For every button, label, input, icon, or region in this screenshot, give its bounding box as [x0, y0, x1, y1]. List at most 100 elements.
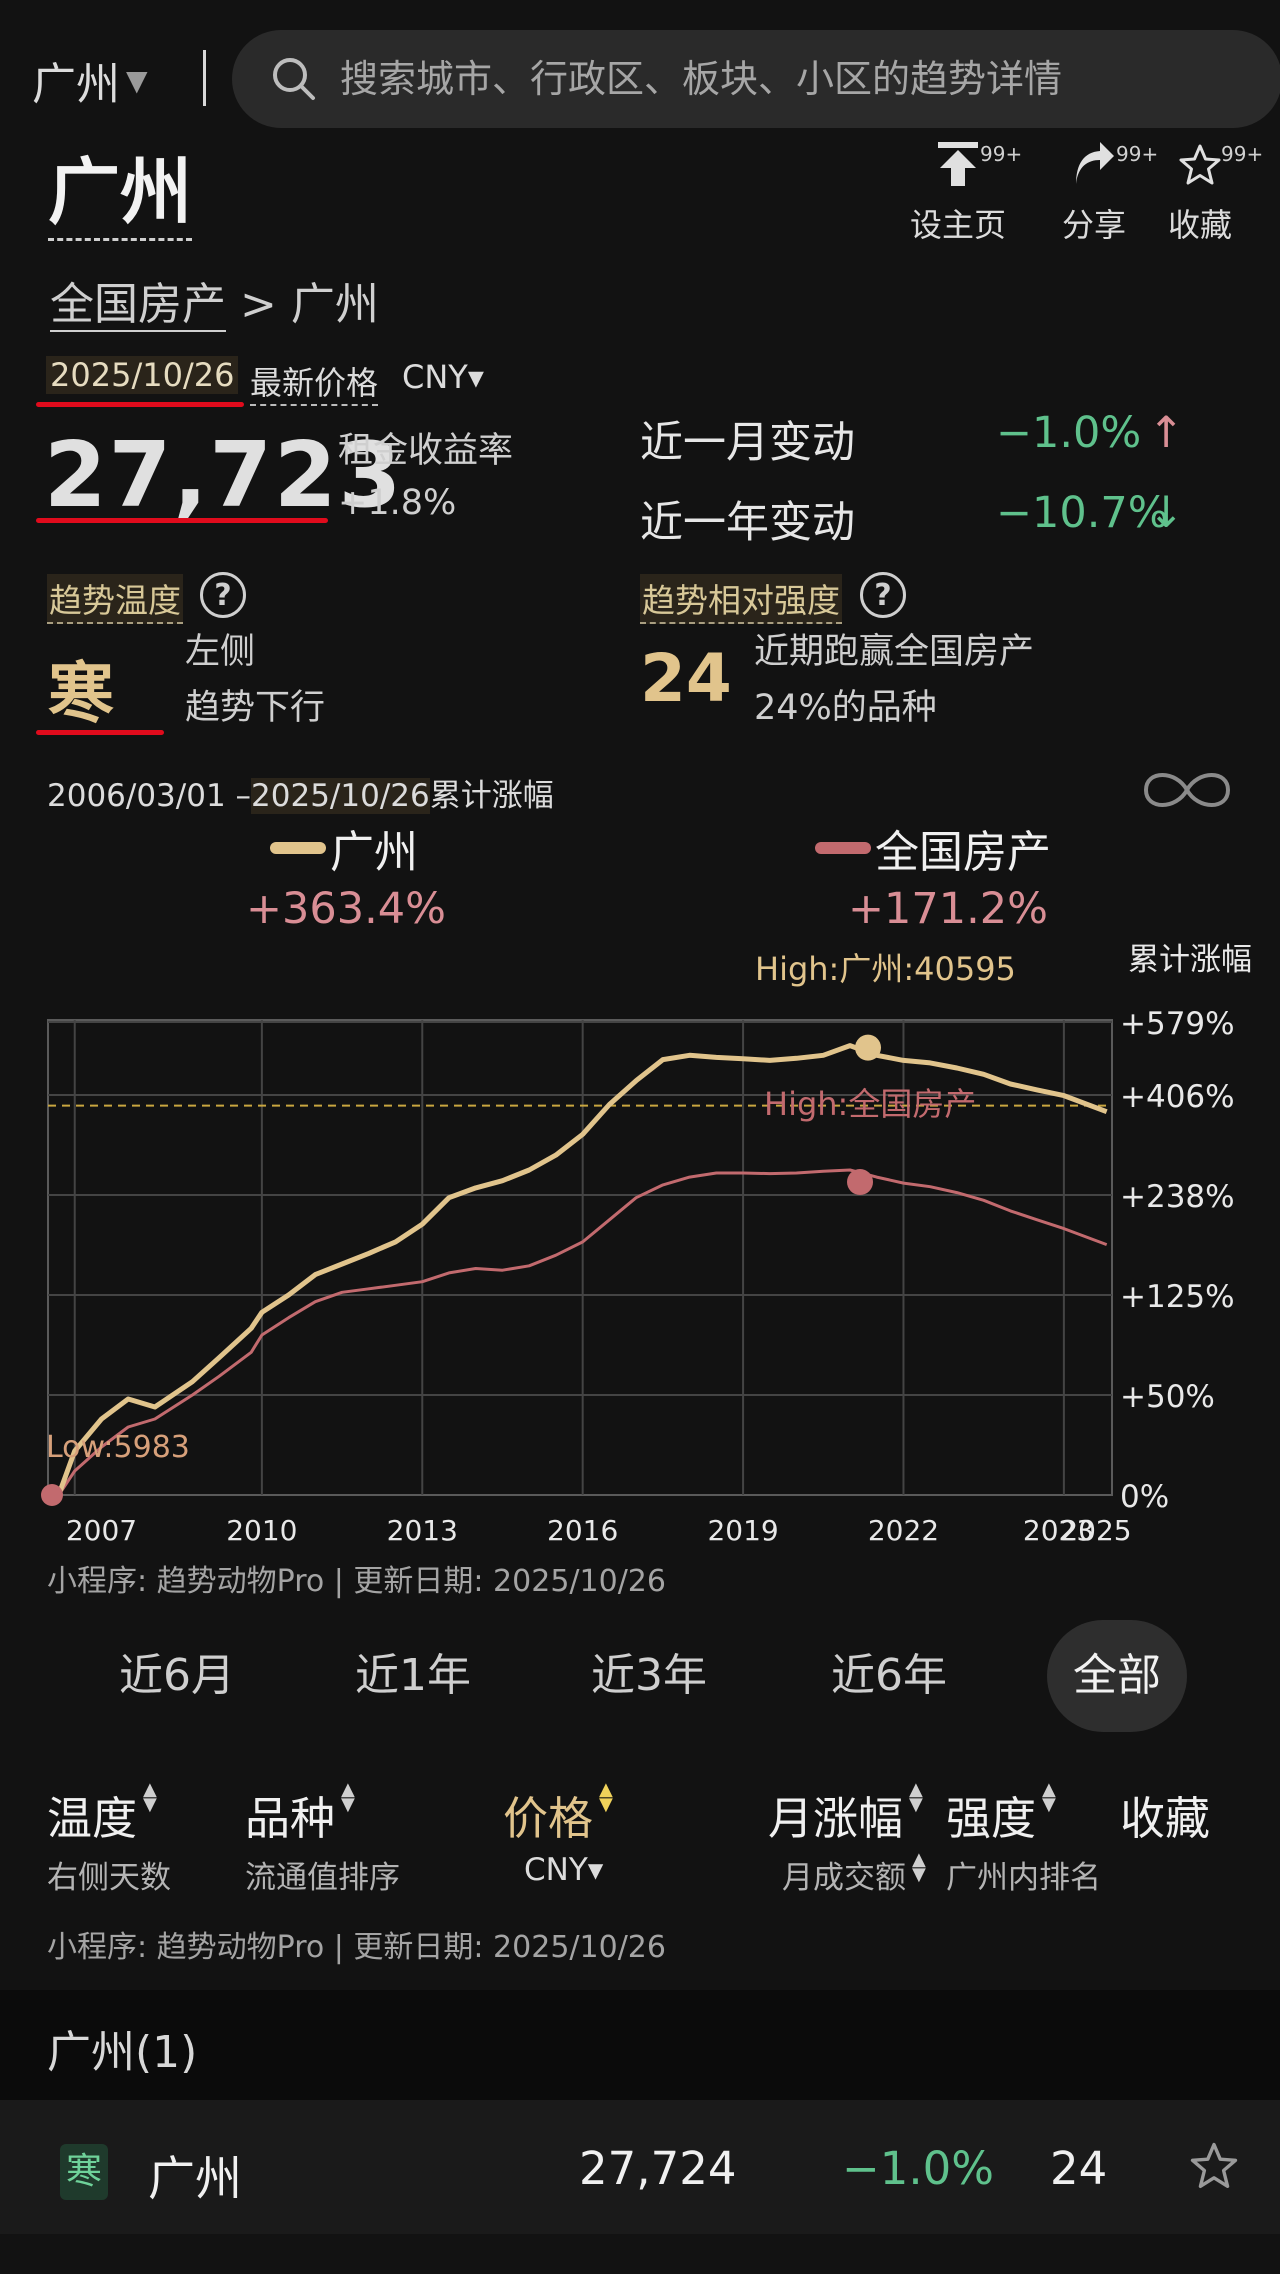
price-date: 2025/10/26 — [46, 356, 239, 394]
x-tick-label: 2007 — [66, 1514, 137, 1547]
high-marker-national — [847, 1169, 874, 1195]
row-price: 27,724 — [579, 2142, 737, 2195]
x-tick-label: 2019 — [707, 1514, 778, 1547]
table-footer-note: 小程序: 趋势动物Pro | 更新日期: 2025/10/26 — [47, 1930, 666, 1965]
legend-pct-guangzhou: +363.4% — [246, 884, 446, 934]
trend-strength-label: 趋势相对强度 — [640, 574, 842, 624]
cumulative-return-chart[interactable]: 0% +50% +125% +238% +406% +579% 累计涨幅 2007 2010 20… — [0, 940, 1280, 1560]
star-icon[interactable] — [1188, 2140, 1240, 2192]
table-row[interactable] — [0, 2100, 1280, 2234]
column-price-currency[interactable]: CNY▾ — [524, 1852, 604, 1888]
y-tick-label: +238% — [1120, 1179, 1235, 1215]
sort-icon: ▲ ▼ — [912, 1849, 926, 1885]
column-month-change-label: 月涨幅 — [768, 1792, 904, 1845]
sort-icon: ▲ ▼ — [909, 1779, 923, 1815]
caret-down-icon: ▼ — [126, 63, 148, 97]
legend-swatch-guangzhou — [270, 842, 326, 854]
trend-strength-desc: 近期跑赢全国房产 24%的品种 — [754, 624, 1034, 736]
month-change-label: 近一月变动 — [640, 418, 855, 468]
column-month-change-sub[interactable]: 月成交额▲ ▼ — [782, 1849, 926, 1897]
page-title: 广州 — [48, 150, 193, 241]
x-tick-label: 2016 — [547, 1514, 618, 1547]
set-home-button[interactable]: 99+ 设主页 — [910, 140, 1022, 246]
column-month-change[interactable]: 月涨幅▲ ▼ — [768, 1779, 923, 1847]
share-label: 分享 — [1062, 206, 1127, 244]
high-marker-guangzhou — [855, 1034, 882, 1061]
legend-guangzhou: 广州 — [270, 816, 418, 880]
column-kind-sub: 流通值排序 — [245, 1860, 400, 1896]
group-header — [0, 1990, 1280, 2100]
tab-6-months[interactable]: 近6月 — [119, 1650, 235, 1701]
up-arrow-icon: ↑ — [1148, 408, 1185, 458]
share-button[interactable]: 99+ 分享 — [1062, 140, 1158, 246]
column-strength[interactable]: 强度▲ ▼ — [946, 1781, 1056, 1847]
row-change: −1.0% — [842, 2142, 995, 2195]
tab-all[interactable]: 全部 — [1047, 1620, 1187, 1732]
breadcrumb-parent-link[interactable]: 全国房产 — [50, 279, 226, 332]
trend-temp-label: 趋势温度 — [47, 574, 183, 624]
year-change-label: 近一年变动 — [640, 498, 855, 548]
city-selector[interactable]: 广州 ▼ — [32, 48, 148, 112]
group-title[interactable]: 广州(1) — [47, 2027, 198, 2078]
legend-pct-national: +171.2% — [848, 884, 1048, 934]
trend-temp-desc-line1: 左侧 — [185, 632, 256, 672]
column-strength-sub: 广州内排名 — [946, 1860, 1101, 1896]
plot-frame — [47, 1019, 1113, 1496]
search-icon — [273, 58, 315, 100]
annotation-low: Low:5983 — [46, 1430, 190, 1465]
row-name[interactable]: 广州 — [148, 2152, 242, 2207]
favorite-button[interactable]: 99+ 收藏 — [1168, 140, 1263, 246]
series-line-guangzhou — [56, 1043, 1108, 1496]
rent-yield-value: +1.8% — [338, 483, 457, 523]
column-kind-label: 品种 — [245, 1792, 336, 1845]
y-tick-label: +50% — [1120, 1379, 1215, 1415]
search-input[interactable] — [340, 57, 1240, 101]
search-box[interactable] — [232, 30, 1280, 128]
trend-temp-desc-line2: 趋势下行 — [185, 688, 326, 728]
currency-selector[interactable]: CNY▾ — [402, 358, 484, 396]
column-price-label: 价格 — [503, 1792, 594, 1845]
share-count: 99+ — [1116, 142, 1159, 166]
range-start: 2006/03/01 – — [47, 778, 252, 814]
set-home-count: 99+ — [980, 142, 1023, 166]
trend-temp-desc: 左侧 趋势下行 — [185, 624, 325, 736]
y-axis-label: 累计涨幅 — [1128, 942, 1252, 978]
chart-footer-note: 小程序: 趋势动物Pro | 更新日期: 2025/10/26 — [47, 1564, 666, 1599]
rent-yield-label: 租金收益率 — [338, 431, 514, 471]
column-temp-sub: 右侧天数 — [47, 1860, 171, 1896]
period-tabs: 近6月 近1年 近3年 近6年 全部 — [0, 1620, 1280, 1732]
y-tick-label: +406% — [1120, 1079, 1235, 1115]
tab-3-years[interactable]: 近3年 — [591, 1650, 707, 1701]
price-underline — [36, 518, 328, 523]
sort-icon: ▲ ▼ — [143, 1779, 157, 1815]
column-price[interactable]: 价格▲ ▼ — [503, 1781, 613, 1847]
series-line-national — [57, 1168, 1108, 1496]
x-tick-label: 2013 — [387, 1514, 458, 1547]
help-icon[interactable]: ? — [200, 572, 246, 618]
star-icon — [1179, 144, 1221, 185]
share-icon — [1076, 142, 1114, 184]
help-icon[interactable]: ? — [860, 572, 906, 618]
row-strength: 24 — [1050, 2142, 1108, 2195]
set-home-label: 设主页 — [910, 206, 1007, 244]
legend-label-guangzhou: 广州 — [330, 827, 418, 878]
date-range: 2006/03/01 –2025/10/26累计涨幅 — [47, 770, 554, 815]
column-month-change-sub-label: 月成交额 — [782, 1860, 906, 1896]
year-change-row: 近一年变动 −10.7% ↓ — [640, 488, 1200, 550]
trend-strength-value: 24 — [640, 640, 732, 717]
y-tick-label: +125% — [1120, 1279, 1235, 1315]
column-temp[interactable]: 温度▲ ▼ — [47, 1779, 157, 1847]
rent-yield: 租金收益率 +1.8% — [338, 425, 513, 529]
infinity-icon[interactable] — [1140, 762, 1234, 818]
tab-6-years[interactable]: 近6年 — [831, 1650, 947, 1701]
date-underline — [36, 402, 244, 407]
legend-national: 全国房产 — [815, 816, 1051, 880]
column-kind[interactable]: 品种▲ ▼ — [245, 1781, 355, 1847]
x-tick-label: 2025 — [1060, 1514, 1131, 1547]
breadcrumb: 全国房产 > 广州 — [50, 268, 379, 332]
range-suffix: 累计涨幅 — [429, 778, 554, 814]
tab-1-year[interactable]: 近1年 — [355, 1650, 471, 1701]
down-arrow-icon: ↓ — [1148, 488, 1185, 538]
month-change-value: −1.0% — [996, 408, 1142, 458]
range-end: 2025/10/26 — [251, 778, 430, 814]
